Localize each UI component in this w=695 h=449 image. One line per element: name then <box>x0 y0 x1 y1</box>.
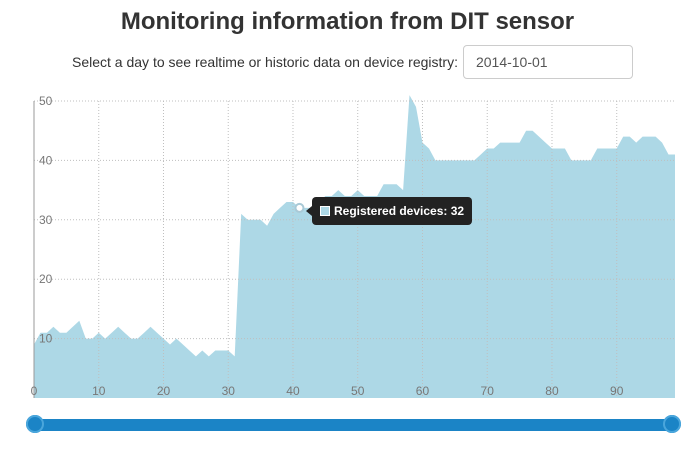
chart-tooltip: Registered devices: 32 <box>305 197 473 225</box>
y-tick-label: 30 <box>39 213 53 227</box>
range-slider-track[interactable] <box>36 419 672 431</box>
range-slider-right-handle[interactable] <box>663 415 681 433</box>
area-series <box>34 95 675 398</box>
y-tick-label: 40 <box>39 153 53 167</box>
tooltip-text: Registered devices: 32 <box>334 204 465 218</box>
y-tick-label: 50 <box>39 95 53 108</box>
highlight-point <box>294 202 305 213</box>
x-tick-label: 90 <box>610 384 624 398</box>
y-tick-label: 10 <box>39 332 53 346</box>
x-tick-label: 30 <box>222 384 236 398</box>
x-tick-label: 50 <box>351 384 365 398</box>
page-title: Monitoring information from DIT sensor <box>120 8 575 35</box>
range-slider-left-handle[interactable] <box>26 415 44 433</box>
x-tick-label: 10 <box>92 384 106 398</box>
x-tick-label: 40 <box>286 384 300 398</box>
tooltip-swatch <box>320 206 330 216</box>
date-input[interactable] <box>462 45 633 79</box>
x-tick-label: 20 <box>157 384 171 398</box>
devices-area-chart: 10 20 30 40 50 0 10 20 30 40 50 60 70 80 90 <box>31 95 675 398</box>
x-tick-label: 70 <box>481 384 495 398</box>
x-tick-label: 60 <box>416 384 430 398</box>
x-tick-label: 0 <box>31 384 38 398</box>
x-tick-label: 80 <box>545 384 559 398</box>
date-selector-row: Select a day to see realtime or historic… <box>72 45 633 79</box>
date-selector-label: Select a day to see realtime or historic… <box>72 54 458 70</box>
y-tick-label: 20 <box>39 272 53 286</box>
